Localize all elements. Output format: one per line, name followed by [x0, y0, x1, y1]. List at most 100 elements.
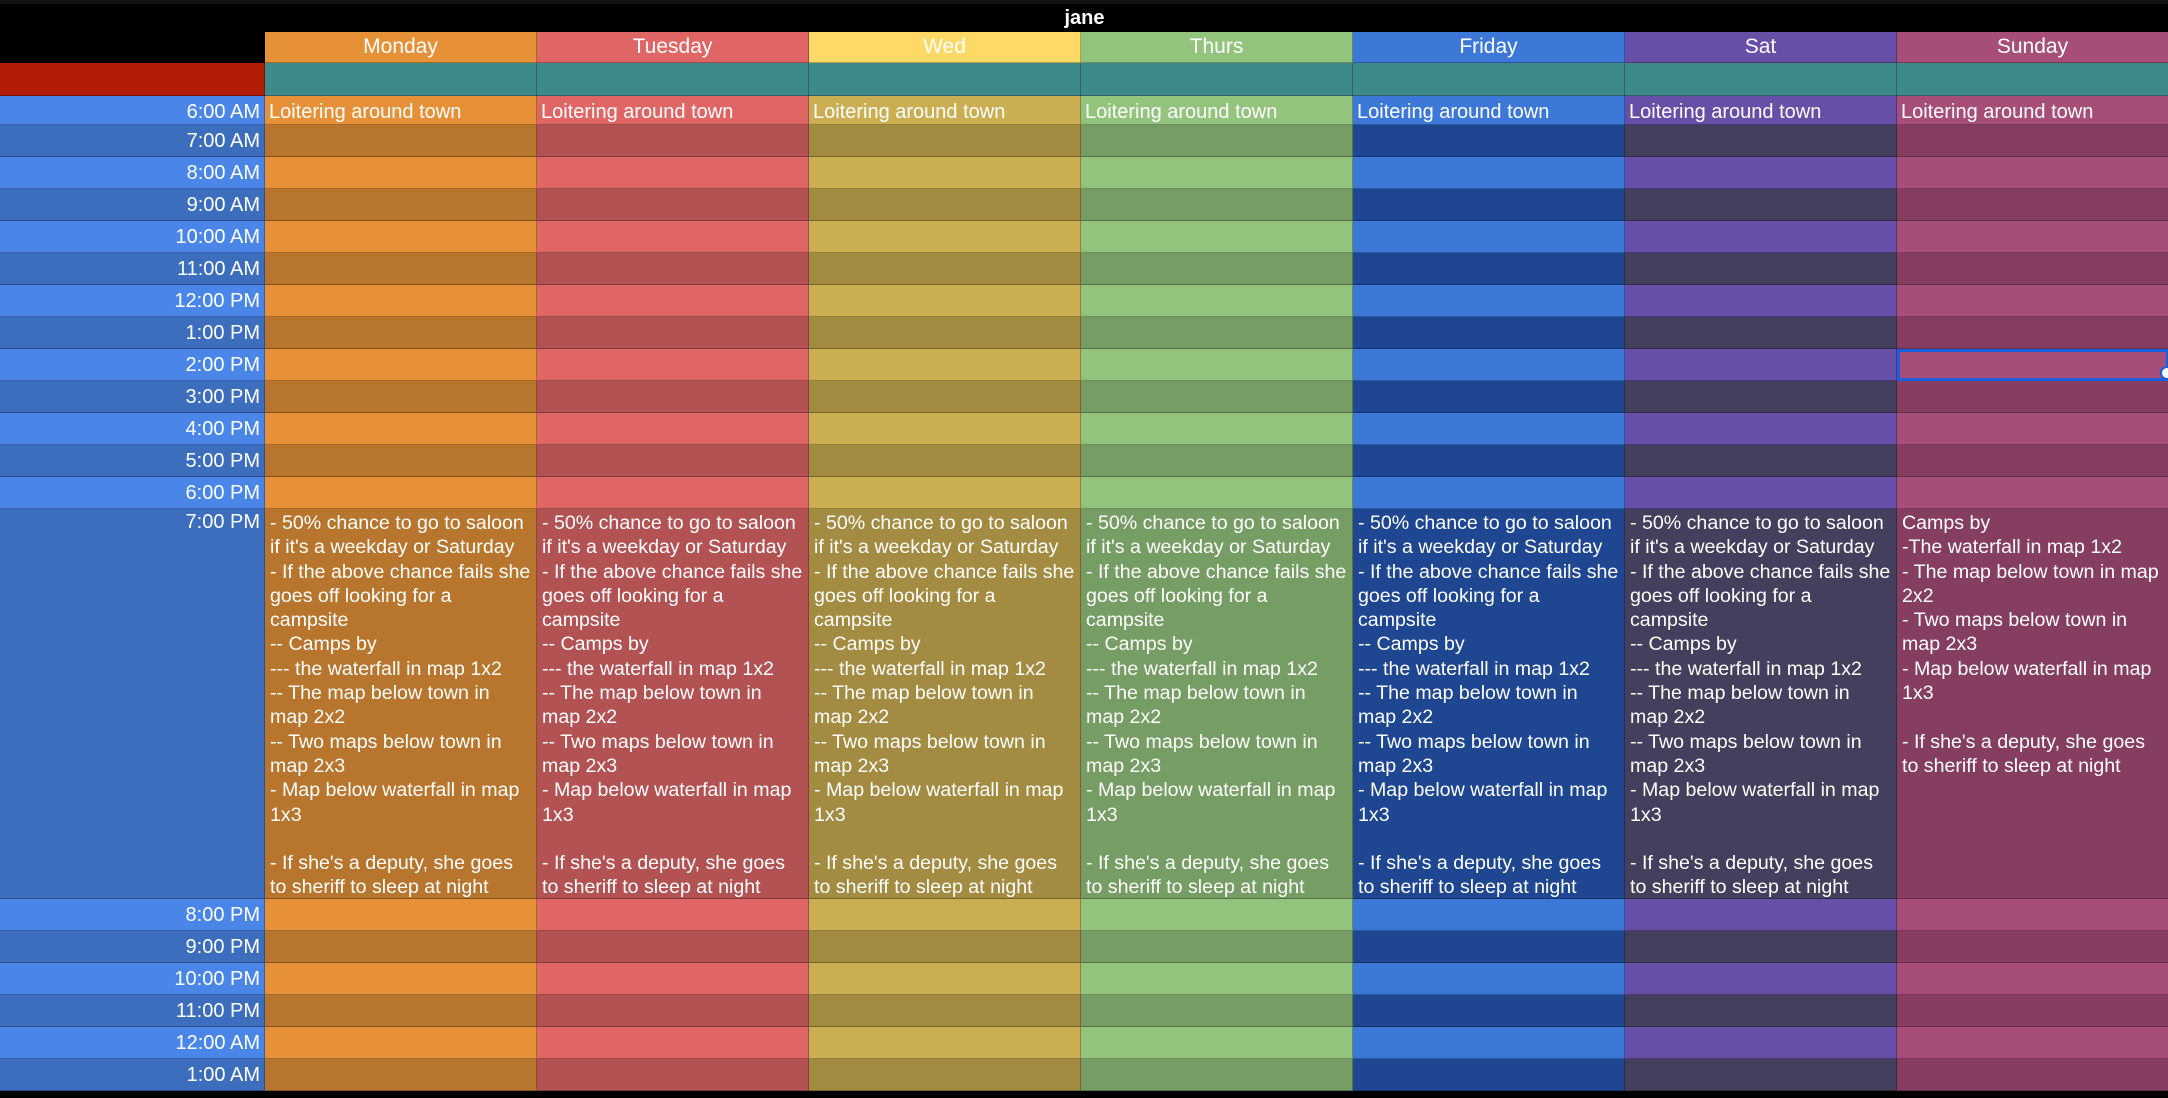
- schedule-cell[interactable]: [809, 963, 1081, 995]
- schedule-cell[interactable]: [1625, 995, 1897, 1027]
- schedule-cell[interactable]: [1625, 189, 1897, 221]
- schedule-cell[interactable]: Loitering around town: [1625, 96, 1897, 125]
- schedule-cell[interactable]: [1081, 931, 1353, 963]
- schedule-cell[interactable]: [809, 285, 1081, 317]
- schedule-cell[interactable]: [1353, 317, 1625, 349]
- time-label[interactable]: 8:00 AM: [0, 157, 265, 189]
- schedule-cell[interactable]: [1625, 221, 1897, 253]
- schedule-cell[interactable]: [1081, 349, 1353, 381]
- schedule-cell[interactable]: [537, 477, 809, 509]
- schedule-cell[interactable]: [1625, 125, 1897, 157]
- schedule-cell[interactable]: [809, 995, 1081, 1027]
- schedule-cell[interactable]: [1897, 125, 2168, 157]
- schedule-cell[interactable]: [1081, 189, 1353, 221]
- time-label[interactable]: 3:00 PM: [0, 381, 265, 413]
- teal-cell-sunday[interactable]: [1897, 63, 2168, 96]
- schedule-cell[interactable]: [1625, 157, 1897, 189]
- schedule-cell[interactable]: [1353, 1059, 1625, 1091]
- schedule-cell[interactable]: [809, 1059, 1081, 1091]
- schedule-cell[interactable]: [1353, 931, 1625, 963]
- schedule-cell[interactable]: [537, 157, 809, 189]
- day-header-wed[interactable]: Wed: [809, 32, 1081, 63]
- schedule-cell[interactable]: [537, 285, 809, 317]
- schedule-cell[interactable]: [1897, 221, 2168, 253]
- schedule-cell[interactable]: [537, 899, 809, 931]
- schedule-cell[interactable]: [537, 317, 809, 349]
- time-label[interactable]: 12:00 PM: [0, 285, 265, 317]
- schedule-cell[interactable]: [265, 995, 537, 1027]
- selection-handle-icon[interactable]: [2160, 366, 2168, 380]
- schedule-cell[interactable]: [1625, 349, 1897, 381]
- schedule-cell[interactable]: [809, 381, 1081, 413]
- schedule-cell[interactable]: [1353, 221, 1625, 253]
- schedule-cell[interactable]: - 50% chance to go to saloon if it's a w…: [1625, 509, 1897, 899]
- schedule-cell[interactable]: [1625, 477, 1897, 509]
- schedule-cell[interactable]: [537, 1059, 809, 1091]
- schedule-cell[interactable]: [809, 317, 1081, 349]
- schedule-cell[interactable]: [1081, 963, 1353, 995]
- schedule-cell[interactable]: [537, 995, 809, 1027]
- schedule-cell[interactable]: [1625, 1059, 1897, 1091]
- teal-cell-thurs[interactable]: [1081, 63, 1353, 96]
- schedule-cell[interactable]: [1625, 1027, 1897, 1059]
- schedule-cell[interactable]: [265, 963, 537, 995]
- schedule-cell[interactable]: [809, 157, 1081, 189]
- schedule-cell[interactable]: [1353, 285, 1625, 317]
- schedule-cell[interactable]: [265, 477, 537, 509]
- schedule-cell[interactable]: [537, 125, 809, 157]
- schedule-cell[interactable]: [1081, 413, 1353, 445]
- schedule-cell[interactable]: [537, 445, 809, 477]
- schedule-cell[interactable]: [809, 413, 1081, 445]
- day-header-tuesday[interactable]: Tuesday: [537, 32, 809, 63]
- time-label[interactable]: 6:00 AM: [0, 96, 265, 125]
- schedule-cell[interactable]: [809, 1027, 1081, 1059]
- schedule-cell[interactable]: [537, 1027, 809, 1059]
- schedule-cell[interactable]: [1353, 349, 1625, 381]
- schedule-cell[interactable]: [1081, 1059, 1353, 1091]
- schedule-cell[interactable]: [265, 413, 537, 445]
- time-label[interactable]: 4:00 PM: [0, 413, 265, 445]
- time-label[interactable]: 5:00 PM: [0, 445, 265, 477]
- schedule-cell[interactable]: [1353, 253, 1625, 285]
- schedule-cell[interactable]: [265, 349, 537, 381]
- schedule-cell[interactable]: [265, 317, 537, 349]
- schedule-cell[interactable]: [1353, 477, 1625, 509]
- schedule-cell[interactable]: [1897, 253, 2168, 285]
- schedule-cell[interactable]: [1353, 125, 1625, 157]
- schedule-cell[interactable]: Loitering around town: [265, 96, 537, 125]
- day-header-sunday[interactable]: Sunday: [1897, 32, 2168, 63]
- schedule-cell[interactable]: [537, 253, 809, 285]
- schedule-cell[interactable]: [809, 349, 1081, 381]
- schedule-cell[interactable]: [1625, 413, 1897, 445]
- schedule-cell[interactable]: [1897, 413, 2168, 445]
- schedule-cell[interactable]: Loitering around town: [1353, 96, 1625, 125]
- schedule-cell[interactable]: [1625, 285, 1897, 317]
- time-label[interactable]: 6:00 PM: [0, 477, 265, 509]
- schedule-cell[interactable]: [1353, 963, 1625, 995]
- schedule-cell[interactable]: [537, 931, 809, 963]
- schedule-cell[interactable]: [1897, 189, 2168, 221]
- schedule-cell[interactable]: [265, 221, 537, 253]
- time-label[interactable]: 7:00 AM: [0, 125, 265, 157]
- schedule-cell[interactable]: - 50% chance to go to saloon if it's a w…: [265, 509, 537, 899]
- time-label[interactable]: 9:00 PM: [0, 931, 265, 963]
- schedule-cell[interactable]: [1353, 381, 1625, 413]
- schedule-cell[interactable]: [1625, 931, 1897, 963]
- schedule-cell[interactable]: [1081, 477, 1353, 509]
- time-label[interactable]: 11:00 AM: [0, 253, 265, 285]
- time-label[interactable]: 10:00 AM: [0, 221, 265, 253]
- schedule-cell[interactable]: [265, 381, 537, 413]
- day-header-monday[interactable]: Monday: [265, 32, 537, 63]
- schedule-cell[interactable]: [1625, 381, 1897, 413]
- schedule-cell[interactable]: [809, 189, 1081, 221]
- schedule-cell[interactable]: [1625, 899, 1897, 931]
- schedule-cell[interactable]: [1353, 899, 1625, 931]
- schedule-cell[interactable]: - 50% chance to go to saloon if it's a w…: [1353, 509, 1625, 899]
- teal-cell-friday[interactable]: [1353, 63, 1625, 96]
- schedule-cell[interactable]: [537, 189, 809, 221]
- schedule-cell[interactable]: [1897, 963, 2168, 995]
- schedule-cell[interactable]: [1081, 253, 1353, 285]
- schedule-cell[interactable]: [809, 221, 1081, 253]
- schedule-cell[interactable]: [809, 253, 1081, 285]
- teal-cell-monday[interactable]: [265, 63, 537, 96]
